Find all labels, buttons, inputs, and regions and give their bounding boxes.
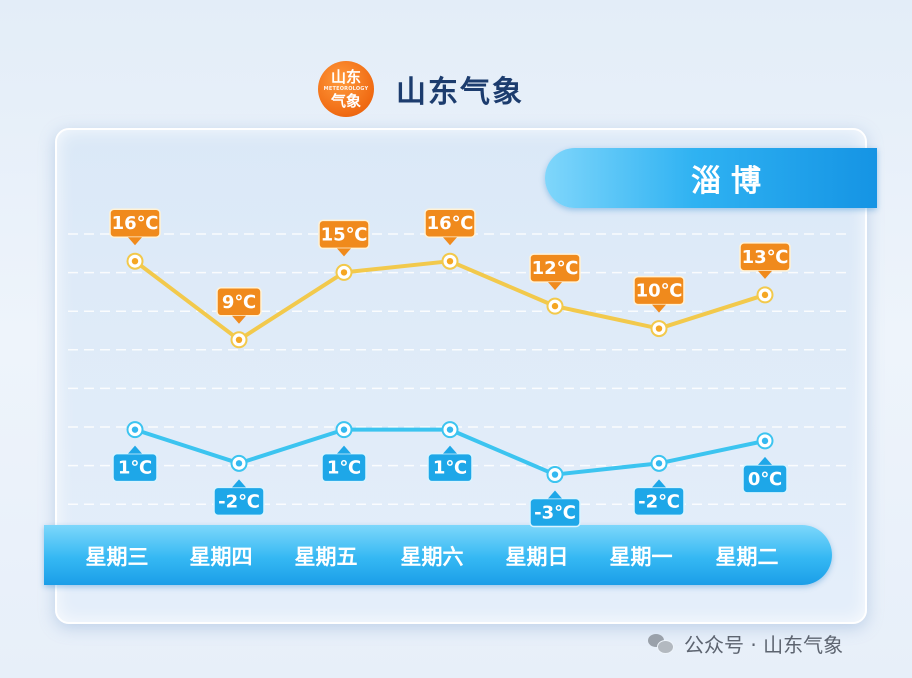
low-temp-point-core xyxy=(235,460,243,467)
low-temp-label: -2℃ xyxy=(633,479,685,517)
watermark: 公众号 · 山东气象 xyxy=(648,628,843,658)
high-temp-text: 13℃ xyxy=(742,247,789,268)
weekday-label: 星期二 xyxy=(716,545,779,569)
high-temp-label: 9℃ xyxy=(216,287,262,324)
series-layer: 16℃ 9℃ 15℃ 16℃ 12℃ 10℃ 13℃ 1℃ -2℃ 1℃ 1℃ -3℃ -2℃ 0℃ xyxy=(109,208,791,528)
weekday-label: 星期六 xyxy=(401,545,464,569)
weekday-label: 星期五 xyxy=(295,545,358,569)
weekday-label: 星期四 xyxy=(190,545,253,569)
high-temp-text: 10℃ xyxy=(636,281,683,302)
wechat-icon xyxy=(648,632,674,654)
low-temp-point-core xyxy=(446,426,454,433)
low-temp-text: -2℃ xyxy=(638,491,680,512)
low-temp-text: 0℃ xyxy=(748,469,782,490)
brand-name: 山东气象 xyxy=(396,75,524,110)
low-temp-point-core xyxy=(131,426,139,433)
low-temp-label: 1℃ xyxy=(112,445,158,483)
weekday-labels: 星期三 星期四 星期五 星期六 星期日 星期一 星期二 xyxy=(86,545,779,569)
low-temp-point-core xyxy=(761,437,769,445)
low-temp-text: -3℃ xyxy=(534,503,576,524)
low-temp-point-core xyxy=(340,426,348,433)
weekday-band xyxy=(44,525,832,585)
weekday-label: 星期日 xyxy=(506,545,569,569)
low-temp-text: 1℃ xyxy=(433,458,467,479)
weekday-label: 星期三 xyxy=(86,545,149,569)
high-temp-text: 9℃ xyxy=(222,292,256,313)
high-temp-point-core xyxy=(761,291,769,299)
weekday-label: 星期一 xyxy=(610,545,673,569)
high-temp-point-core xyxy=(655,325,663,332)
high-temp-label: 16℃ xyxy=(424,208,476,246)
high-temp-label: 10℃ xyxy=(633,275,685,313)
low-temp-label: 1℃ xyxy=(427,445,473,483)
high-temp-point-core xyxy=(131,257,139,265)
low-temp-text: 1℃ xyxy=(327,458,361,479)
low-temp-text: -2℃ xyxy=(218,491,260,512)
high-temp-point-core xyxy=(235,336,243,343)
low-temp-label: -2℃ xyxy=(213,479,265,517)
low-temp-point-core xyxy=(655,460,663,467)
city-tab: 淄博 xyxy=(545,148,877,208)
high-temp-label: 13℃ xyxy=(739,242,791,279)
low-temp-text: 1℃ xyxy=(118,458,152,479)
high-temp-text: 16℃ xyxy=(112,213,159,234)
high-temp-point-core xyxy=(551,302,559,310)
brand-header: 山东 METEOROLOGY 气象 山东气象 xyxy=(318,58,524,120)
low-temp-label: -3℃ xyxy=(529,490,581,528)
low-temp-label: 0℃ xyxy=(742,456,788,494)
city-name: 淄博 xyxy=(691,164,771,199)
high-temp-label: 12℃ xyxy=(529,253,581,291)
high-temp-text: 12℃ xyxy=(532,258,579,279)
watermark-text: 公众号 · 山东气象 xyxy=(684,632,844,657)
high-temp-point-core xyxy=(446,257,454,265)
high-temp-label: 15℃ xyxy=(318,219,370,257)
low-temp-point-core xyxy=(551,471,559,478)
high-temp-label: 16℃ xyxy=(109,208,161,246)
low-temp-label: 1℃ xyxy=(321,445,367,483)
brand-logo: 山东 METEOROLOGY 气象 xyxy=(318,61,374,117)
high-temp-text: 16℃ xyxy=(427,213,474,234)
high-temp-point-core xyxy=(340,269,348,276)
high-temp-text: 15℃ xyxy=(321,224,368,245)
